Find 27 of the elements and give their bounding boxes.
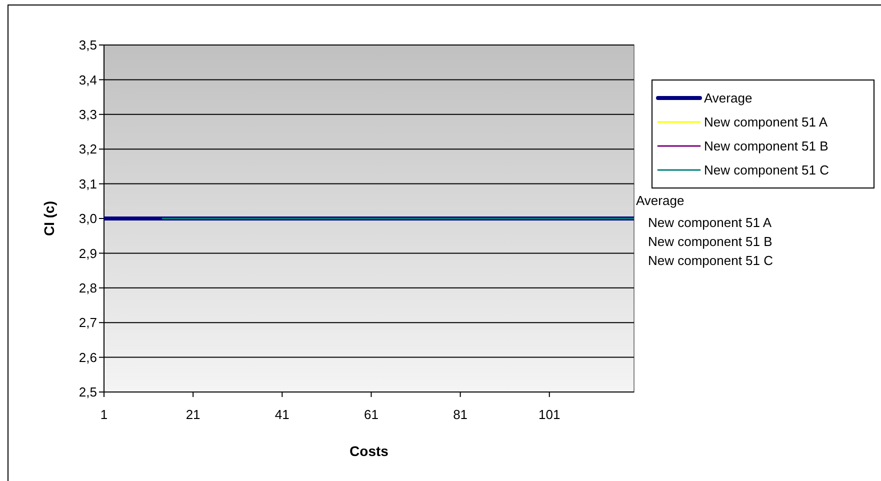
legend-label: Average [704,90,752,106]
y-tick-label: 3,2 [78,142,97,157]
legend-label: New component 51 B [704,138,828,154]
text: New component 51 C [648,253,774,268]
legend-label: New component 51 A [704,114,828,130]
y-tick-label: 2,8 [78,280,97,296]
x-tick-label: 61 [364,407,378,422]
text: New component 51 B [648,234,772,249]
x-tick-label: 41 [274,407,290,422]
y-tick-label: 3,5 [78,38,97,53]
legend-label: New component 51 C [704,162,830,178]
text: Average [636,193,684,208]
y-tick-label: 3,0 [78,211,97,226]
y-tick-label: 2,7 [78,315,97,330]
x-axis-title: Costs [350,443,389,459]
y-tick-label: 3,3 [78,106,97,122]
x-tick-label: 101 [538,407,560,422]
y-tick-label: 2,9 [78,246,97,261]
x-tick-label: 1 [100,407,108,422]
y-axis-title: CI (c) [41,201,57,236]
y-tick-label: 2,6 [78,350,97,365]
y-tick-label: 3,1 [78,176,97,192]
x-tick-label: 21 [186,407,200,422]
y-tick-label: 2,5 [78,384,97,400]
text: New component 51 A [648,215,772,230]
y-tick-label: 3,4 [78,72,97,88]
x-tick-label: 81 [453,407,468,422]
